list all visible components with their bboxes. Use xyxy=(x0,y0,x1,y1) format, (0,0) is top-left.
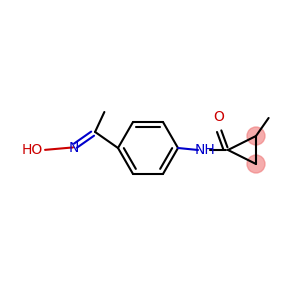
Text: O: O xyxy=(213,110,224,124)
Text: HO: HO xyxy=(22,143,43,157)
Circle shape xyxy=(247,155,265,173)
Circle shape xyxy=(247,127,265,145)
Text: N: N xyxy=(69,141,79,155)
Text: NH: NH xyxy=(195,143,215,157)
